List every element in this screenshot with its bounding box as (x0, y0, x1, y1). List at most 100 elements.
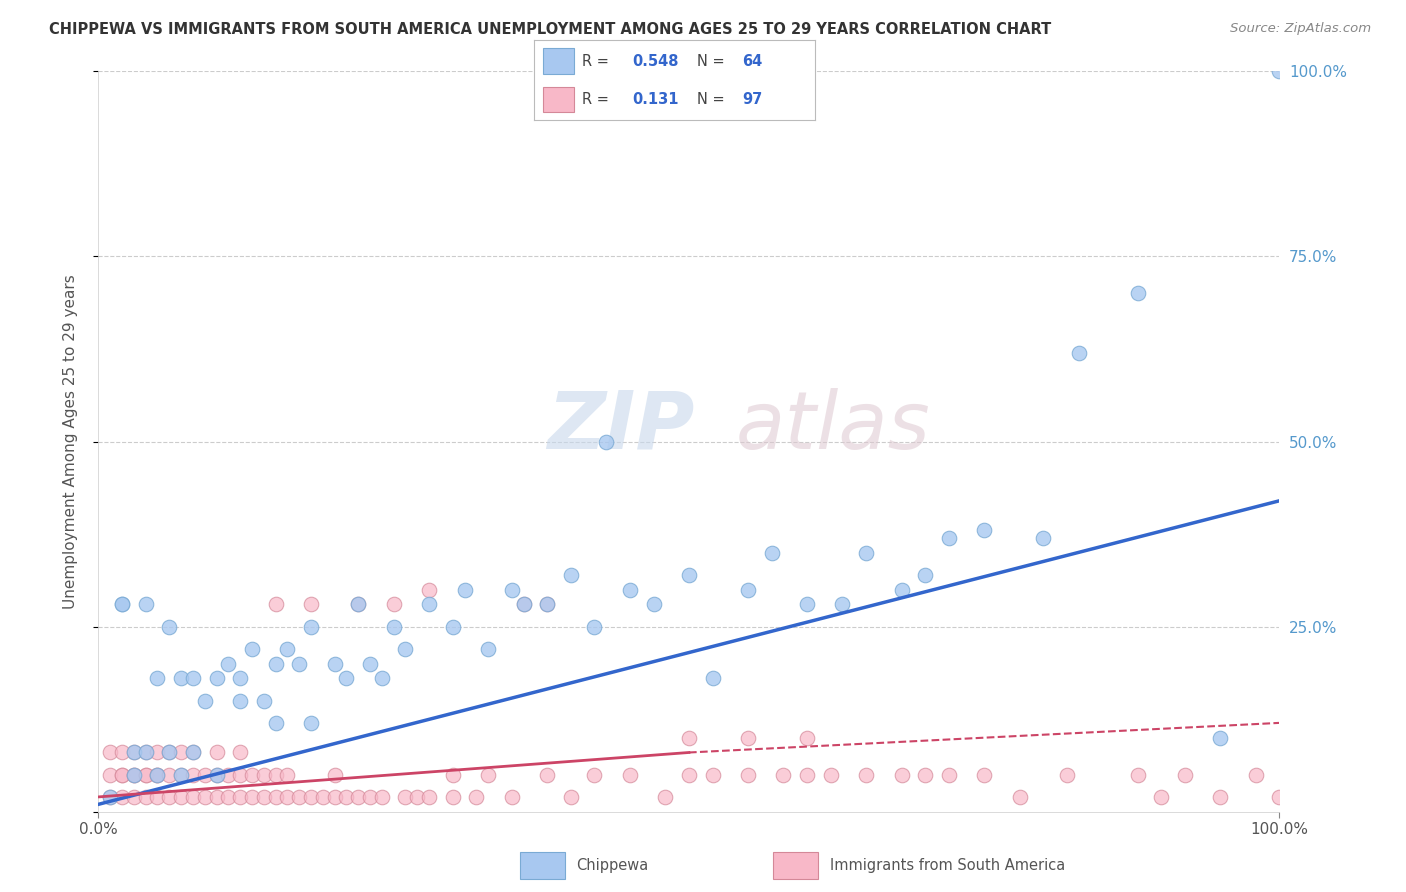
Point (1174, 767, 1197, 781)
Point (371, 672, 394, 686)
Point (890, 582, 912, 597)
Point (1268, 789, 1291, 804)
Point (135, 789, 157, 804)
Point (98, 746, 121, 760)
Point (1008, 789, 1031, 804)
Text: N =: N = (697, 54, 730, 69)
Point (229, 694, 252, 708)
Point (288, 657, 311, 671)
Point (98, 789, 121, 804)
Text: Immigrants from South America: Immigrants from South America (830, 858, 1064, 872)
Point (737, 731, 759, 745)
Point (122, 789, 145, 804)
Point (205, 789, 228, 804)
Point (382, 598, 405, 612)
Point (702, 767, 724, 781)
Point (146, 767, 169, 781)
Point (240, 789, 263, 804)
Point (122, 767, 145, 781)
Point (194, 694, 217, 708)
Bar (773, 852, 818, 879)
Point (146, 789, 169, 804)
Point (938, 767, 960, 781)
Point (217, 657, 239, 671)
Text: Source: ZipAtlas.com: Source: ZipAtlas.com (1230, 22, 1371, 36)
Point (973, 767, 995, 781)
Point (536, 598, 558, 612)
Point (264, 715, 287, 730)
Point (406, 789, 429, 804)
Point (382, 619, 405, 633)
Point (796, 767, 818, 781)
Point (418, 582, 440, 597)
Point (111, 767, 134, 781)
Point (264, 767, 287, 781)
Point (560, 567, 582, 582)
Point (229, 789, 252, 804)
Point (831, 598, 853, 612)
Point (146, 746, 169, 760)
Point (1126, 767, 1149, 781)
Point (737, 767, 759, 781)
Point (229, 672, 252, 686)
Point (441, 619, 464, 633)
Point (122, 767, 145, 781)
Point (702, 672, 724, 686)
Point (122, 746, 145, 760)
Point (276, 767, 298, 781)
Point (157, 746, 180, 760)
Point (181, 746, 204, 760)
Point (820, 767, 842, 781)
Point (299, 619, 322, 633)
Point (418, 598, 440, 612)
Point (737, 582, 759, 597)
Point (914, 567, 936, 582)
Point (288, 789, 311, 804)
Point (122, 767, 145, 781)
Point (643, 598, 665, 612)
Point (394, 641, 416, 656)
Point (111, 598, 134, 612)
Point (323, 767, 346, 781)
Point (170, 789, 193, 804)
Point (619, 767, 641, 781)
Point (135, 746, 157, 760)
Point (359, 657, 381, 671)
Point (240, 641, 263, 656)
Point (170, 672, 193, 686)
Point (146, 672, 169, 686)
Point (194, 789, 217, 804)
Point (678, 567, 700, 582)
Point (111, 598, 134, 612)
Point (1209, 789, 1232, 804)
Bar (543, 87, 574, 112)
Point (217, 789, 239, 804)
Point (1150, 789, 1173, 804)
Point (536, 598, 558, 612)
Text: R =: R = (582, 92, 619, 107)
Point (890, 767, 912, 781)
Point (157, 767, 180, 781)
Point (323, 789, 346, 804)
Point (453, 582, 475, 597)
Point (135, 767, 157, 781)
Point (441, 767, 464, 781)
Point (135, 746, 157, 760)
Point (229, 767, 252, 781)
Text: N =: N = (697, 92, 730, 107)
Point (1209, 731, 1232, 745)
Point (146, 767, 169, 781)
Point (111, 767, 134, 781)
Point (512, 598, 534, 612)
Point (217, 767, 239, 781)
Point (938, 531, 960, 545)
Point (146, 767, 169, 781)
Point (264, 657, 287, 671)
Point (855, 767, 877, 781)
Point (654, 789, 676, 804)
Point (276, 641, 298, 656)
Point (1244, 767, 1267, 781)
Point (299, 715, 322, 730)
Point (181, 789, 204, 804)
Point (181, 746, 204, 760)
